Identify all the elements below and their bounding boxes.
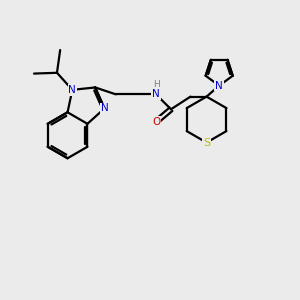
Text: N: N: [152, 89, 160, 99]
Text: H: H: [153, 80, 159, 88]
Text: O: O: [152, 117, 160, 127]
Text: N: N: [100, 103, 108, 113]
Text: N: N: [215, 81, 223, 91]
Text: S: S: [203, 138, 210, 148]
Text: N: N: [68, 85, 76, 95]
